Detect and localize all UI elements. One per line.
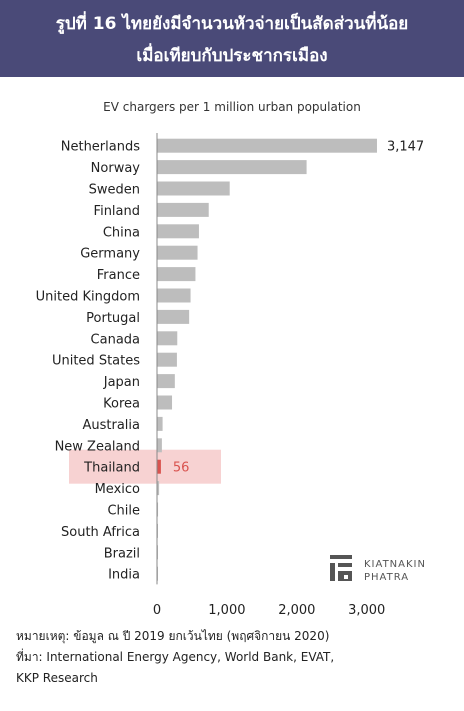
category-label-south-africa: South Africa: [61, 525, 140, 540]
bar-new-zealand: [157, 438, 162, 453]
logo-text-line-1: KIATNAKIN: [364, 559, 426, 570]
bar-france: [157, 267, 196, 282]
category-label-portugal: Portugal: [86, 311, 140, 326]
highlight-band: [69, 449, 221, 484]
plot-area: Netherlands 3,147 Norway Sweden Finland China…: [36, 133, 424, 618]
bar-portugal: [157, 309, 190, 324]
category-label-sweden: Sweden: [89, 183, 140, 198]
x-tick-label: 1,000: [208, 603, 245, 618]
x-tick-label: 3,000: [348, 603, 385, 618]
footnotes: หมายเหตุ: ข้อมูล ณ ปี 2019 ยกเว้นไทย (พฤ…: [16, 626, 456, 689]
category-label-united-states: United States: [52, 354, 140, 369]
category-label-france: France: [97, 268, 140, 283]
category-label-brazil: Brazil: [104, 546, 140, 561]
category-label-canada: Canada: [91, 332, 140, 347]
bar-australia: [157, 416, 163, 431]
footnote-source-line-2: KKP Research: [16, 671, 98, 685]
x-tick-label: 2,000: [278, 603, 315, 618]
category-label-finland: Finland: [94, 204, 140, 219]
data-label-netherlands: 3,147: [387, 140, 424, 155]
bar-united-kingdom: [157, 288, 191, 303]
category-label-new-zealand: New Zealand: [55, 439, 140, 454]
bar-mexico: [157, 481, 160, 496]
bar-canada: [157, 331, 178, 346]
x-tick-label: 0: [153, 603, 161, 618]
category-label-korea: Korea: [103, 397, 140, 412]
bar-japan: [157, 374, 175, 389]
category-label-mexico: Mexico: [95, 482, 140, 497]
logo-mark-icon: [330, 555, 352, 581]
footnote-source-line-1: ที่มา: International Energy Agency, Worl…: [16, 650, 335, 664]
bar-germany: [157, 245, 198, 260]
bar-thailand: [157, 459, 161, 474]
category-label-netherlands: Netherlands: [61, 140, 140, 155]
bar-korea: [157, 395, 173, 410]
category-label-norway: Norway: [91, 161, 141, 176]
category-label-thailand: Thailand: [83, 461, 140, 476]
bar-chart: EV chargers per 1 million urban populati…: [36, 100, 426, 618]
category-label-india: India: [108, 568, 140, 583]
category-label-japan: Japan: [103, 375, 140, 390]
bar-china: [157, 224, 199, 239]
title-banner: รูปที่ 16 ไทยยังมีจำนวนหัวจ่ายเป็นสัดส่ว…: [0, 0, 464, 77]
category-label-united-kingdom: United Kingdom: [36, 290, 140, 305]
category-label-australia: Australia: [82, 418, 140, 433]
data-label-thailand: 56: [173, 461, 190, 476]
bar-netherlands: [157, 138, 377, 153]
title-line-2: เมื่อเทียบกับประชากรเมือง: [136, 46, 328, 66]
footnote-note: หมายเหตุ: ข้อมูล ณ ปี 2019 ยกเว้นไทย (พฤ…: [16, 629, 330, 643]
category-label-china: China: [103, 225, 140, 240]
chart-subtitle: EV chargers per 1 million urban populati…: [103, 100, 361, 114]
bar-norway: [157, 160, 307, 175]
bar-finland: [157, 202, 209, 217]
category-label-chile: Chile: [107, 504, 140, 519]
title-line-1: รูปที่ 16 ไทยยังมีจำนวนหัวจ่ายเป็นสัดส่ว…: [55, 14, 409, 34]
brand-logo: KIATNAKIN PHATRA: [330, 555, 426, 583]
category-label-germany: Germany: [80, 247, 140, 262]
bar-chile: [157, 502, 159, 517]
bar-sweden: [157, 181, 230, 196]
logo-text-line-2: PHATRA: [364, 572, 409, 583]
bar-united-states: [157, 352, 177, 367]
